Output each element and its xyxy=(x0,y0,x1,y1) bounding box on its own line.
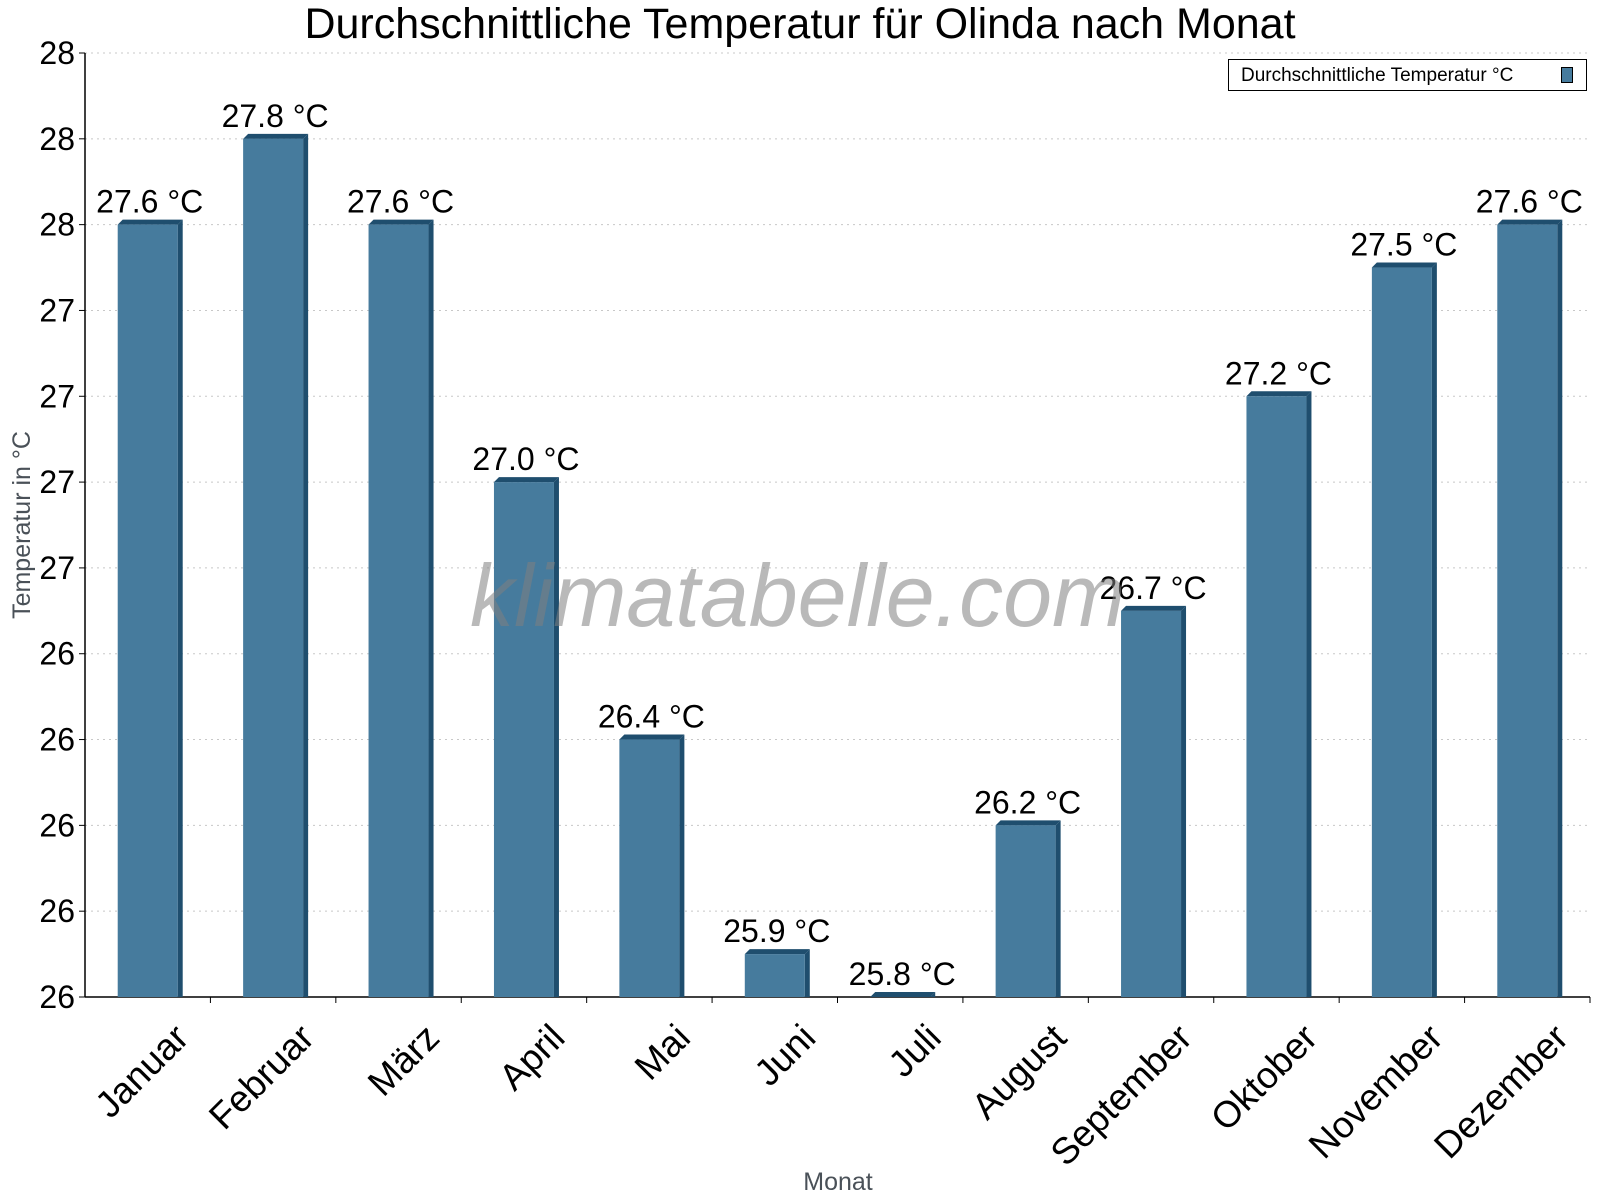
data-label: 27.5 °C xyxy=(1350,227,1457,263)
bar xyxy=(744,954,805,997)
bar-top xyxy=(1246,391,1312,397)
y-tick-label: 26 xyxy=(39,979,75,1015)
bar-side xyxy=(303,133,309,997)
data-label: 27.0 °C xyxy=(472,441,579,477)
x-tick-label: April xyxy=(491,1017,572,1098)
legend: Durchschnittliche Temperatur °C xyxy=(1228,59,1587,91)
bar-top xyxy=(243,133,309,139)
bar-top xyxy=(1121,605,1187,611)
data-label: 27.6 °C xyxy=(96,184,203,220)
bar-top xyxy=(368,219,434,225)
x-tick-label: Oktober xyxy=(1203,1017,1325,1139)
x-tick-label: Juli xyxy=(881,1017,949,1085)
bar-top xyxy=(1371,262,1437,268)
y-tick-label: 27 xyxy=(39,464,75,500)
y-tick-label: 26 xyxy=(39,636,75,672)
y-tick-label: 26 xyxy=(39,893,75,929)
x-tick-label: Juni xyxy=(746,1017,823,1094)
watermark: klimatabelle.com xyxy=(470,546,1126,645)
legend-swatch xyxy=(1561,67,1573,83)
data-label: 25.8 °C xyxy=(849,956,956,992)
bar-top xyxy=(619,734,685,740)
x-tick-label: Januar xyxy=(87,1017,196,1126)
x-tick-label: Mai xyxy=(627,1017,698,1088)
bar-side xyxy=(428,219,434,998)
bar xyxy=(368,224,429,998)
bar xyxy=(117,224,178,998)
data-label: 26.7 °C xyxy=(1100,570,1207,606)
bar-top xyxy=(117,219,183,225)
bar-side xyxy=(177,219,183,998)
bar-side xyxy=(804,949,810,997)
bar-side xyxy=(1431,262,1437,998)
bar xyxy=(1371,267,1432,998)
bar-side xyxy=(1055,820,1061,997)
bar-side xyxy=(679,734,685,997)
bar xyxy=(995,825,1056,997)
bar-side xyxy=(553,477,559,997)
bar-top xyxy=(995,820,1061,826)
y-tick-label: 27 xyxy=(39,292,75,328)
bar-side xyxy=(1181,605,1187,997)
x-tick-label: November xyxy=(1301,1017,1451,1167)
x-tick-label: August xyxy=(964,1016,1075,1127)
x-tick-label: März xyxy=(360,1017,447,1104)
data-label: 27.6 °C xyxy=(347,184,454,220)
bar-top xyxy=(1497,219,1563,225)
chart-title: Durchschnittliche Temperatur für Olinda … xyxy=(304,0,1296,48)
data-label: 27.6 °C xyxy=(1476,184,1583,220)
bar xyxy=(1121,610,1182,997)
bar xyxy=(1497,224,1558,998)
bar xyxy=(493,482,554,997)
y-tick-label: 28 xyxy=(39,121,75,157)
y-tick-label: 28 xyxy=(39,207,75,243)
x-tick-label: Dezember xyxy=(1426,1017,1576,1167)
bar-side xyxy=(1306,391,1312,998)
data-label: 25.9 °C xyxy=(723,913,830,949)
bar xyxy=(619,739,680,997)
bar xyxy=(243,138,304,997)
y-tick-label: 26 xyxy=(39,807,75,843)
y-tick-label: 26 xyxy=(39,722,75,758)
y-tick-label: 28 xyxy=(39,35,75,71)
data-label: 27.8 °C xyxy=(222,98,329,134)
data-label: 26.2 °C xyxy=(974,784,1081,820)
bar xyxy=(1246,396,1307,998)
bar-side xyxy=(1557,219,1563,998)
x-axis-title: Monat xyxy=(803,1168,873,1196)
x-tick-label: Februar xyxy=(201,1017,322,1138)
bar-top xyxy=(493,477,559,483)
legend-label: Durchschnittliche Temperatur °C xyxy=(1241,65,1514,86)
y-axis-title: Temperatur in °C xyxy=(8,431,36,619)
bar-top xyxy=(870,992,936,997)
y-tick-label: 27 xyxy=(39,378,75,414)
bar-top xyxy=(744,949,810,955)
data-label: 26.4 °C xyxy=(598,699,705,735)
data-label: 27.2 °C xyxy=(1225,355,1332,391)
y-tick-label: 27 xyxy=(39,550,75,586)
